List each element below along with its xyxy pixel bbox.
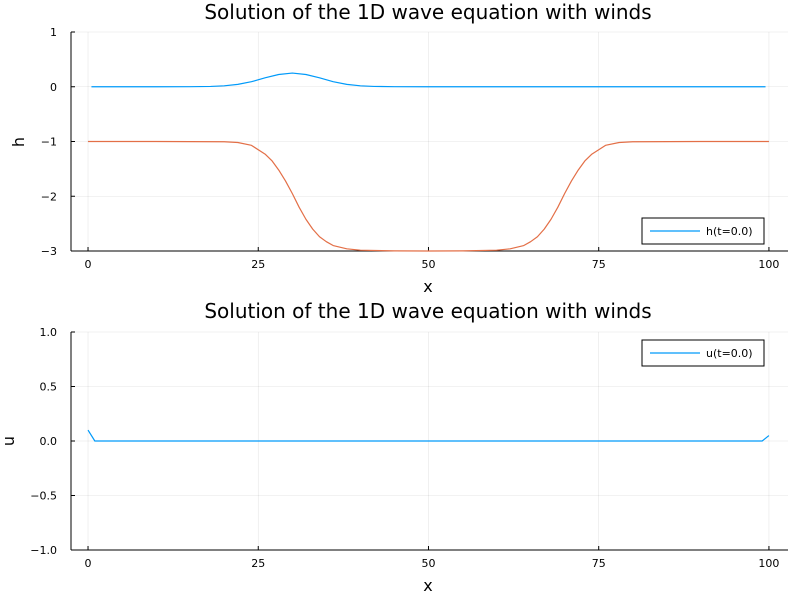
y-tick-label: 0	[50, 81, 57, 94]
chart-h-xlabel: x	[423, 277, 432, 296]
legend-label: h(t=0.0)	[706, 225, 753, 238]
chart-u-marks: 0 25 50 75 100 −1.0 −0.5 0.0 0.5 1.0 u(t=0.0)	[30, 326, 788, 570]
chart-h: 0 25 50 75 100 −3 −2 −1 0 1 h(t=0.0) Solution of t…	[9, 0, 788, 296]
y-tick-label: 1.0	[40, 326, 58, 339]
chart-h-title: Solution of the 1D wave equation with wi…	[204, 0, 651, 24]
chart-u-ylabel: u	[0, 436, 18, 446]
y-tick-label: −2	[41, 190, 57, 203]
x-tick-label: 75	[592, 557, 606, 570]
y-tick-label: 0.0	[40, 435, 58, 448]
x-tick-label: 0	[85, 258, 92, 271]
x-tick-label: 100	[758, 258, 779, 271]
chart-h-marks: 0 25 50 75 100 −3 −2 −1 0 1 h(t=0.0)	[41, 26, 788, 271]
y-tick-label: 0.5	[40, 381, 58, 394]
y-tick-label: −1.0	[30, 544, 57, 557]
legend: u(t=0.0)	[641, 339, 765, 367]
x-tick-label: 25	[251, 258, 265, 271]
y-tick-label: −3	[41, 245, 57, 258]
chart-u: 0 25 50 75 100 −1.0 −0.5 0.0 0.5 1.0 u(t=0.0) Solu…	[0, 299, 788, 595]
series-line-u-t-0-0	[87, 429, 770, 442]
x-tick-label: 50	[421, 258, 435, 271]
x-tick-label: 50	[421, 557, 435, 570]
x-tick-label: 0	[85, 557, 92, 570]
x-tick-label: 75	[592, 258, 606, 271]
y-tick-label: 1	[50, 26, 57, 39]
y-tick-label: −0.5	[30, 490, 57, 503]
x-tick-label: 100	[758, 557, 779, 570]
chart-u-xlabel: x	[423, 576, 432, 595]
series-line-bottom	[88, 140, 769, 252]
x-tick-label: 25	[251, 557, 265, 570]
chart-u-title: Solution of the 1D wave equation with wi…	[204, 299, 651, 323]
legend-label: u(t=0.0)	[706, 347, 753, 360]
y-tick-label: −1	[41, 136, 57, 149]
chart-h-ylabel: h	[9, 137, 28, 147]
legend: h(t=0.0)	[641, 217, 765, 245]
series-line-h-t-0-0	[91, 72, 766, 88]
